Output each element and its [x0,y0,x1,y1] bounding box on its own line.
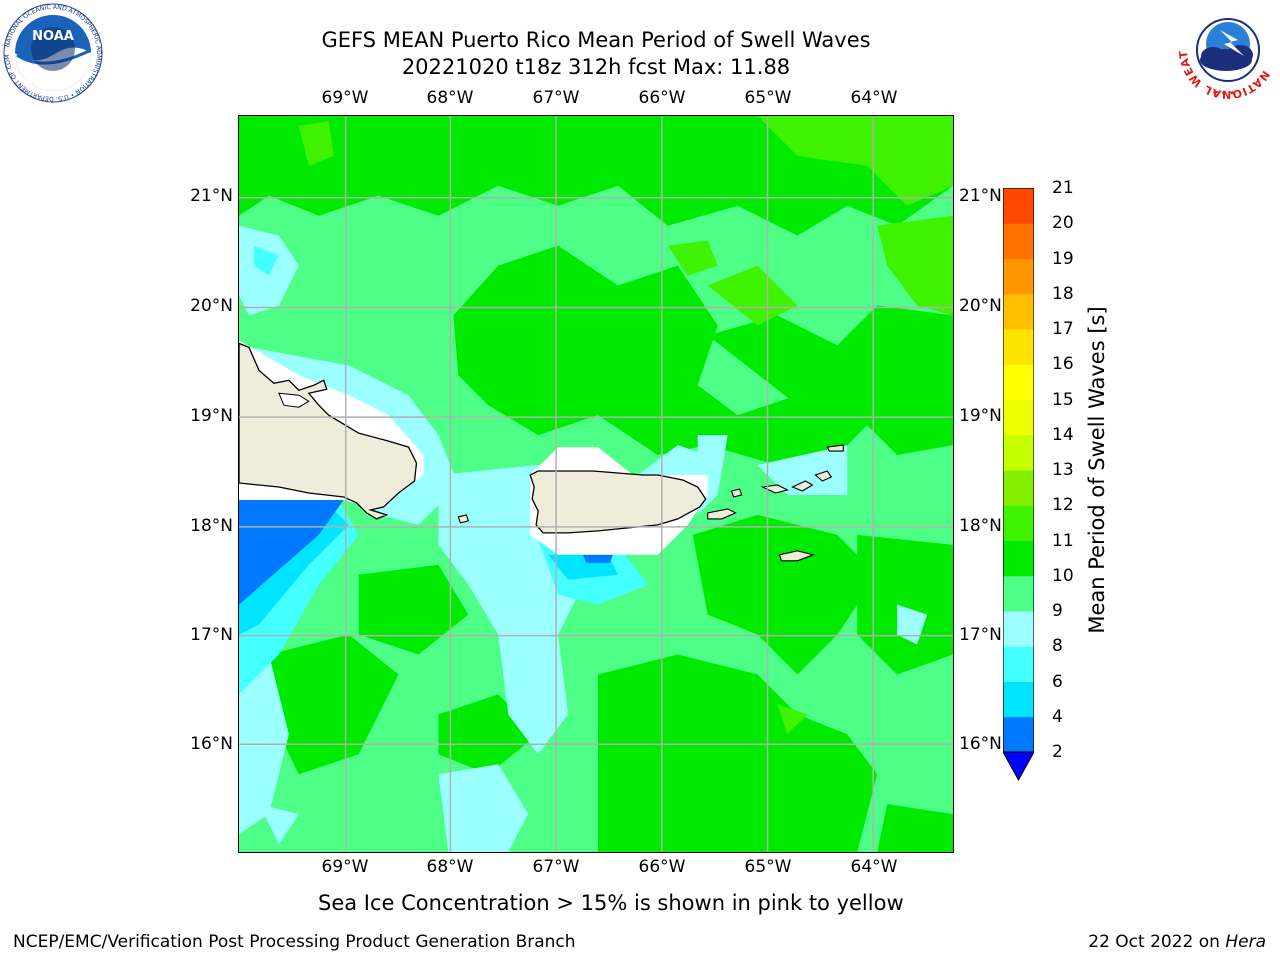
sea-ice-note: Sea Ice Concentration > 15% is shown in … [318,891,904,915]
colorbar-tick: 15 [1052,389,1074,410]
lat-label-left: 21°N [190,186,233,206]
colorbar-tick: 11 [1052,530,1074,551]
lon-label-bottom: 67°W [532,857,580,877]
land-hispaniola-north-peninsula [278,392,310,408]
lat-label-left: 16°N [190,734,233,754]
colorbar-tick: 13 [1052,460,1074,480]
lat-label-right: 17°N [959,625,1002,645]
lon-label-top: 64°W [850,88,898,108]
lon-label-top: 65°W [744,88,792,108]
colorbar-tick: 18 [1052,283,1074,304]
lon-label-top: 69°W [321,88,369,108]
colorbar-segment [1003,575,1034,612]
colorbar-segment [1003,540,1034,577]
lon-label-bottom: 65°W [744,857,792,877]
noaa-logo: NATIONAL OCEANIC AND ATMOSPHERIC ADMINIS… [3,3,103,103]
lat-label-right: 20°N [959,296,1002,316]
footer-date: 22 Oct 2022 on Hera [1088,932,1266,952]
svg-text:NOAA: NOAA [32,29,74,44]
lat-label-left: 18°N [190,516,233,536]
colorbar-tick: 16 [1052,354,1074,375]
colorbar-tick: 21 [1052,178,1074,198]
lat-label-left: 17°N [190,625,233,645]
lat-label-right: 19°N [959,406,1002,426]
colorbar-tick: 6 [1052,671,1063,692]
lat-label-right: 16°N [959,734,1002,754]
colorbar-tick: 20 [1052,213,1074,234]
colorbar-tick: 9 [1052,601,1063,621]
colorbar-segment [1003,434,1034,471]
colorbar-tick: 10 [1052,565,1074,586]
colorbar-tick: 8 [1052,636,1063,657]
chart-title: GEFS MEAN Puerto Rico Mean Period of Swe… [321,28,871,52]
colorbar-segment [1003,223,1034,259]
nws-logo: NATIONAL WEATHER SERVICE ★ ★ ★ [1178,0,1276,100]
colorbar-segment [1003,611,1034,647]
colorbar-segment [1003,329,1034,365]
colorbar-segment [1003,364,1034,400]
swell-period-map [238,115,954,853]
footer-branch: NCEP/EMC/Verification Post Processing Pr… [13,932,576,952]
land-hispaniola [239,342,418,520]
lon-label-bottom: 66°W [638,857,686,877]
lat-label-right: 21°N [959,186,1002,206]
colorbar-tick: 12 [1052,495,1074,516]
colorbar-segment [1003,646,1034,682]
colorbar-tick: 17 [1052,319,1074,339]
colorbar-segment [1003,399,1034,436]
colorbar-segment [1003,505,1034,541]
lon-label-bottom: 68°W [426,857,474,877]
colorbar [1003,188,1034,782]
lon-label-bottom: 69°W [321,857,369,877]
colorbar-segment [1003,716,1034,753]
colorbar-tick: 4 [1052,706,1063,727]
colorbar-tick: 19 [1052,248,1074,269]
colorbar-tick: 14 [1052,424,1074,445]
lon-label-top: 66°W [638,88,686,108]
lat-label-left: 20°N [190,296,233,316]
lat-label-right: 18°N [959,516,1002,536]
lon-label-top: 67°W [532,88,580,108]
colorbar-label: Mean Period of Swell Waves [s] [1085,306,1109,634]
colorbar-segment [1003,470,1034,506]
colorbar-tick: 2 [1052,742,1063,762]
colorbar-segment [1003,293,1034,330]
colorbar-segment [1003,188,1034,224]
svg-text:★ ★ ★: ★ ★ ★ [1212,89,1235,97]
lon-label-top: 68°W [426,88,474,108]
lon-label-bottom: 64°W [850,857,898,877]
small-islands [457,444,844,562]
field-11-12 [298,116,953,735]
colorbar-segment [1003,681,1034,718]
colorbar-segment [1003,258,1034,295]
chart-subtitle: 20221020 t18z 312h fcst Max: 11.88 [401,55,791,79]
lat-label-left: 19°N [190,406,233,426]
